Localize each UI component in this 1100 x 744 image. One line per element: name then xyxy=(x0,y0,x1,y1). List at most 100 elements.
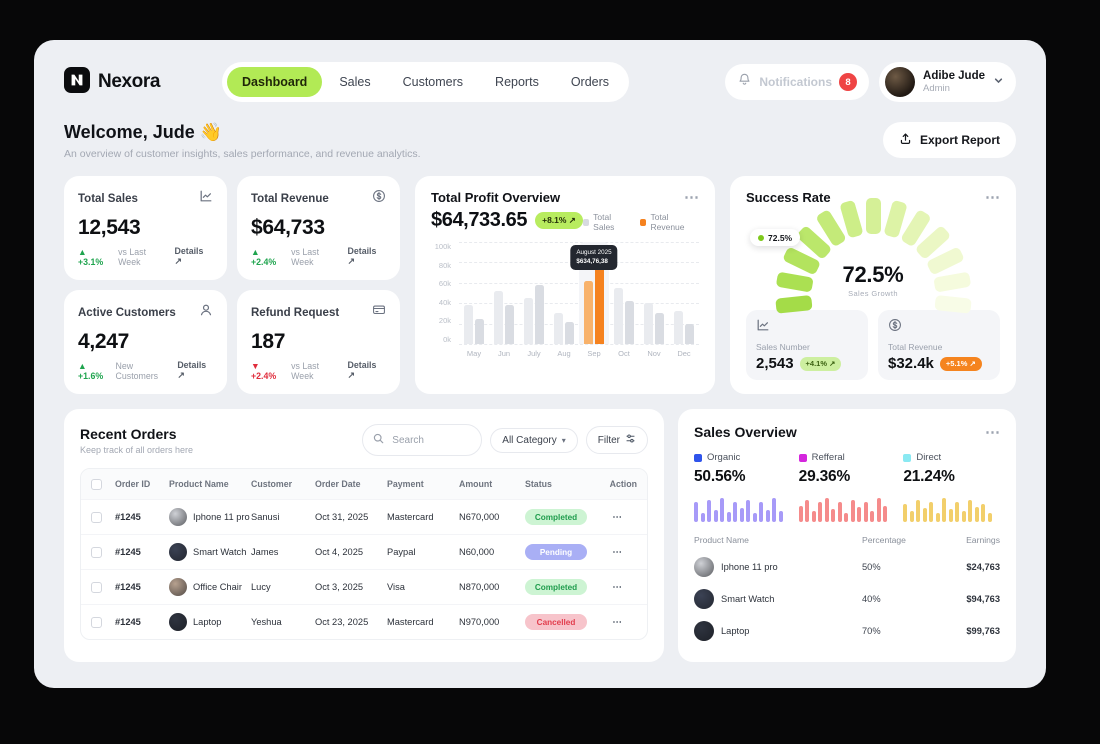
stat-value: 4,247 xyxy=(78,330,130,353)
nav-tab-customers[interactable]: Customers xyxy=(402,75,464,89)
spark-bar xyxy=(811,511,816,522)
bar-group-may xyxy=(459,242,489,344)
metric-value: $32.4k xyxy=(888,355,934,372)
nav-tab-sales[interactable]: Sales xyxy=(339,75,371,89)
success-menu-button[interactable]: ⋯ xyxy=(985,189,1000,206)
amount-cell: N970,000 xyxy=(459,617,500,627)
row-actions-button[interactable]: ⋯ xyxy=(612,546,622,557)
success-rate-card: Success Rate ⋯ 72.5% Sales Growth 72.5% … xyxy=(730,176,1016,394)
row-actions-button[interactable]: ⋯ xyxy=(612,581,622,592)
x-tick-may: May xyxy=(466,349,482,358)
table-row: #1245 Iphone 11 pro Sanusi Oct 31, 2025 Mast… xyxy=(81,499,647,534)
profit-menu-button[interactable]: ⋯ xyxy=(684,189,699,206)
chart-trend-icon xyxy=(756,318,858,337)
x-tick-july: July xyxy=(527,349,541,358)
bar-total-revenue xyxy=(535,284,544,344)
column-header: Earnings xyxy=(966,535,1000,545)
nav-tab-orders[interactable]: Orders xyxy=(570,75,610,89)
profit-delta-badge: +8.1% ↗ xyxy=(535,212,583,229)
filter-button[interactable]: Filter xyxy=(585,426,648,454)
payment-cell: Mastercard xyxy=(387,512,434,522)
segment-label: Refferal xyxy=(811,452,845,463)
legend-swatch-icon xyxy=(640,218,647,226)
bar-total-sales xyxy=(554,313,563,344)
sales-overview-title: Sales Overview xyxy=(694,424,797,440)
notifications-button[interactable]: Notifications 8 xyxy=(725,64,870,100)
dollar-circle-icon xyxy=(888,318,990,337)
sparkline-0 xyxy=(694,496,791,522)
stat-card-3: Refund Request 187 ▼ +2.4% vs Last Week Deta… xyxy=(237,290,400,394)
order-date-cell: Oct 3, 2025 xyxy=(315,582,364,592)
stat-details-link[interactable]: Details ↗ xyxy=(347,360,377,380)
stat-details-link[interactable]: Details ↗ xyxy=(174,246,204,266)
spark-bar xyxy=(778,511,783,522)
row-actions-button[interactable]: ⋯ xyxy=(612,511,622,522)
filter-button-label: Filter xyxy=(597,434,620,446)
segment-value: 21.24% xyxy=(903,468,955,485)
earnings-cell: $24,763 xyxy=(966,562,1000,572)
column-header: Status xyxy=(525,479,552,489)
stat-details-link[interactable]: Details ↗ xyxy=(177,360,207,380)
spark-bar xyxy=(955,502,960,522)
spark-bar xyxy=(883,506,888,522)
stat-note: vs Last Week xyxy=(291,246,320,267)
bar-group-nov xyxy=(639,242,669,344)
nav-tab-dashboard[interactable]: Dashboard xyxy=(227,67,323,97)
row-checkbox[interactable] xyxy=(91,616,102,628)
customer-cell: Yeshua xyxy=(251,617,282,627)
stat-title: Total Revenue xyxy=(251,192,329,205)
sales-overview-table: Product Name Percentage Earnings Iphone 11… xyxy=(694,535,1000,647)
profit-chart-plot: August 2025 $634,76,38 xyxy=(459,242,699,345)
row-checkbox[interactable] xyxy=(91,511,102,523)
bar-total-sales xyxy=(644,303,653,344)
profit-chart-y-axis: 100k 80k 60k 40k 20k 0k xyxy=(431,242,451,344)
stat-card-2: Active Customers 4,247 ▲ +1.6% New Customer… xyxy=(64,290,227,394)
legend-segment-2: Direct 21.24% xyxy=(903,452,1000,486)
sales-overview-legend: Organic 50.56% Refferal 29.36% Direct 21.24% xyxy=(694,452,1000,486)
segment-swatch-icon xyxy=(903,453,912,462)
row-checkbox[interactable] xyxy=(91,581,102,593)
legend-item-0: Total Sales xyxy=(582,212,630,232)
x-tick-aug: Aug xyxy=(557,349,571,358)
chevron-down-icon xyxy=(993,73,1004,91)
y-tick: 20k xyxy=(438,316,451,326)
bar-total-revenue xyxy=(505,305,514,344)
bar-total-sales xyxy=(464,305,473,344)
gauge-badge: 72.5% xyxy=(750,229,801,246)
product-cell: Iphone 11 pro xyxy=(694,557,862,577)
row-checkbox[interactable] xyxy=(91,546,102,558)
legend-swatch-icon xyxy=(582,218,590,226)
spark-bar xyxy=(720,498,724,522)
tooltip-value: $634,76,38 xyxy=(576,258,608,266)
stat-delta: ▲ +1.6% xyxy=(78,360,104,381)
search-input[interactable] xyxy=(390,433,472,447)
user-menu[interactable]: Adibe Jude Admin xyxy=(879,62,1016,102)
gauge-badge-value: 72.5% xyxy=(768,232,793,243)
avatar xyxy=(885,67,916,97)
sales-overview-card: Sales Overview ⋯ Organic 50.56% Refferal 29… xyxy=(678,409,1016,662)
row-actions-button[interactable]: ⋯ xyxy=(612,616,622,627)
column-header: Product Name xyxy=(694,535,749,545)
stat-card-0: Total Sales 12,543 ▲ +3.1% vs Last Week Deta… xyxy=(64,176,227,280)
bar-total-revenue xyxy=(685,323,694,344)
success-gauge: 72.5% Sales Growth 72.5% xyxy=(746,198,1000,314)
chart-tooltip: August 2025 $634,76,38 xyxy=(570,244,618,270)
orders-table: Order ID Product Name Customer Order Date Pa… xyxy=(80,468,648,640)
stat-details-link[interactable]: Details ↗ xyxy=(347,246,377,266)
y-tick: 100k xyxy=(434,242,451,251)
select-all-checkbox[interactable] xyxy=(91,478,102,490)
sparkline-1 xyxy=(798,496,896,522)
column-header: Order Date xyxy=(315,479,361,489)
order-date-cell: Oct 31, 2025 xyxy=(315,512,369,522)
category-dropdown[interactable]: All Category ▾ xyxy=(490,427,578,453)
gauge-value: 72.5% xyxy=(842,262,904,287)
bar-total-sales xyxy=(524,298,533,344)
stat-value: 187 xyxy=(251,330,286,353)
sales-overview-menu-button[interactable]: ⋯ xyxy=(985,423,1000,441)
product-cell: Smart Watch xyxy=(694,589,862,609)
order-date-cell: Oct 4, 2025 xyxy=(315,547,364,557)
customer-cell: James xyxy=(251,547,279,557)
nav-tab-reports[interactable]: Reports xyxy=(495,75,539,89)
export-report-button[interactable]: Export Report xyxy=(882,122,1016,158)
stat-delta: ▲ +3.1% xyxy=(78,246,104,267)
